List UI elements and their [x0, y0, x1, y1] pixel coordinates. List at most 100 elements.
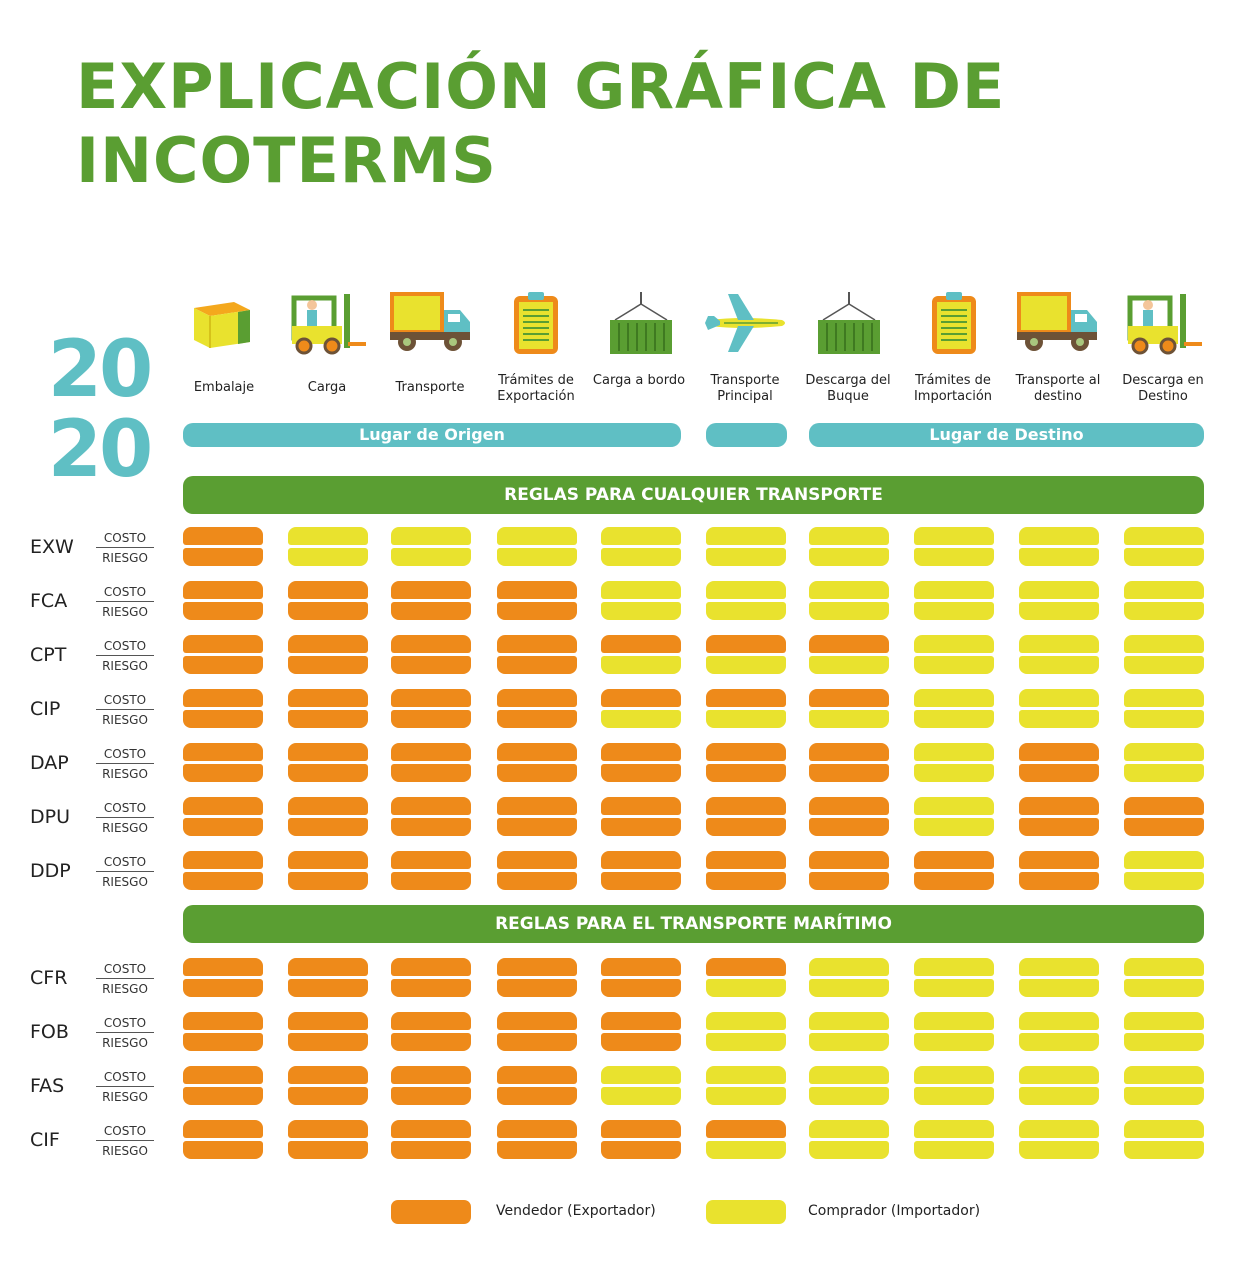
riesgo-bar: [288, 979, 368, 997]
clipboard-icon: [514, 292, 558, 354]
cell-cpt-8: [914, 635, 994, 674]
cell-exw-5: [601, 527, 681, 566]
riesgo-bar: [706, 979, 786, 997]
riesgo-bar: [1019, 764, 1099, 782]
riesgo-bar: [391, 548, 471, 566]
riesgo-bar: [1019, 656, 1099, 674]
cell-ddp-6: [706, 851, 786, 890]
costo-bar: [706, 635, 786, 653]
riesgo-bar: [809, 1033, 889, 1051]
cell-ddp-4: [497, 851, 577, 890]
riesgo-label: RIESGO: [102, 605, 148, 619]
truck-icon: [390, 292, 470, 351]
cell-fas-6: [706, 1066, 786, 1105]
costo-bar: [1019, 797, 1099, 815]
costo-bar: [1019, 635, 1099, 653]
costo-bar: [391, 958, 471, 976]
costo-bar: [706, 851, 786, 869]
costo-bar: [809, 527, 889, 545]
riesgo-bar: [706, 656, 786, 674]
riesgo-bar: [497, 1033, 577, 1051]
cell-cip-2: [288, 689, 368, 728]
riesgo-bar: [288, 548, 368, 566]
cell-ddp-5: [601, 851, 681, 890]
cell-dpu-10: [1124, 797, 1204, 836]
riesgo-bar: [706, 1141, 786, 1159]
riesgo-bar: [809, 548, 889, 566]
riesgo-bar: [391, 818, 471, 836]
riesgo-bar: [706, 818, 786, 836]
riesgo-label: RIESGO: [102, 767, 148, 781]
riesgo-bar: [914, 656, 994, 674]
costo-bar: [1019, 743, 1099, 761]
cell-dap-9: [1019, 743, 1099, 782]
cell-cpt-5: [601, 635, 681, 674]
costo-bar: [288, 1066, 368, 1084]
cell-cip-9: [1019, 689, 1099, 728]
costo-bar: [809, 1066, 889, 1084]
cell-exw-2: [288, 527, 368, 566]
costo-riesgo-key: COSTO RIESGO: [96, 801, 154, 835]
riesgo-bar: [1124, 1033, 1204, 1051]
costo-bar: [706, 581, 786, 599]
cell-cfr-8: [914, 958, 994, 997]
riesgo-label: RIESGO: [102, 1036, 148, 1050]
costo-bar: [914, 1120, 994, 1138]
cell-fob-3: [391, 1012, 471, 1051]
cell-cip-1: [183, 689, 263, 728]
costo-bar: [809, 958, 889, 976]
cell-cif-10: [1124, 1120, 1204, 1159]
cell-fob-10: [1124, 1012, 1204, 1051]
riesgo-bar: [1124, 656, 1204, 674]
riesgo-bar: [183, 979, 263, 997]
cell-fca-3: [391, 581, 471, 620]
costo-bar: [914, 1066, 994, 1084]
cell-dap-3: [391, 743, 471, 782]
costo-bar: [601, 958, 681, 976]
riesgo-bar: [391, 1033, 471, 1051]
stage-label-carga: Carga: [307, 380, 347, 395]
cell-dpu-5: [601, 797, 681, 836]
cell-ddp-9: [1019, 851, 1099, 890]
riesgo-label: RIESGO: [102, 551, 148, 565]
costo-bar: [601, 1066, 681, 1084]
riesgo-bar: [706, 1087, 786, 1105]
riesgo-label: RIESGO: [102, 1144, 148, 1158]
costo-bar: [288, 1120, 368, 1138]
costo-bar: [183, 958, 263, 976]
riesgo-bar: [914, 1033, 994, 1051]
riesgo-bar: [1124, 872, 1204, 890]
costo-bar: [391, 689, 471, 707]
costo-riesgo-key: COSTO RIESGO: [96, 693, 154, 727]
cell-cip-7: [809, 689, 889, 728]
cell-cif-3: [391, 1120, 471, 1159]
costo-bar: [391, 527, 471, 545]
costo-bar: [288, 581, 368, 599]
riesgo-bar: [914, 818, 994, 836]
costo-label: COSTO: [96, 962, 154, 979]
cell-cpt-7: [809, 635, 889, 674]
riesgo-bar: [809, 656, 889, 674]
riesgo-bar: [183, 818, 263, 836]
riesgo-bar: [601, 764, 681, 782]
costo-bar: [497, 797, 577, 815]
riesgo-bar: [914, 1087, 994, 1105]
cell-fca-8: [914, 581, 994, 620]
cell-exw-4: [497, 527, 577, 566]
term-label-cpt: CPT: [30, 644, 67, 666]
term-label-ddp: DDP: [30, 860, 71, 882]
riesgo-bar: [601, 1033, 681, 1051]
costo-bar: [601, 689, 681, 707]
riesgo-bar: [601, 818, 681, 836]
costo-bar: [497, 1066, 577, 1084]
cell-dpu-2: [288, 797, 368, 836]
costo-bar: [1124, 1066, 1204, 1084]
riesgo-bar: [183, 764, 263, 782]
cell-cpt-6: [706, 635, 786, 674]
stage-label-carga-a-bordo: Carga a bordo: [592, 373, 686, 388]
costo-bar: [497, 851, 577, 869]
costo-bar: [1019, 581, 1099, 599]
cell-fas-8: [914, 1066, 994, 1105]
riesgo-bar: [706, 764, 786, 782]
year-top: 20: [47, 325, 154, 415]
